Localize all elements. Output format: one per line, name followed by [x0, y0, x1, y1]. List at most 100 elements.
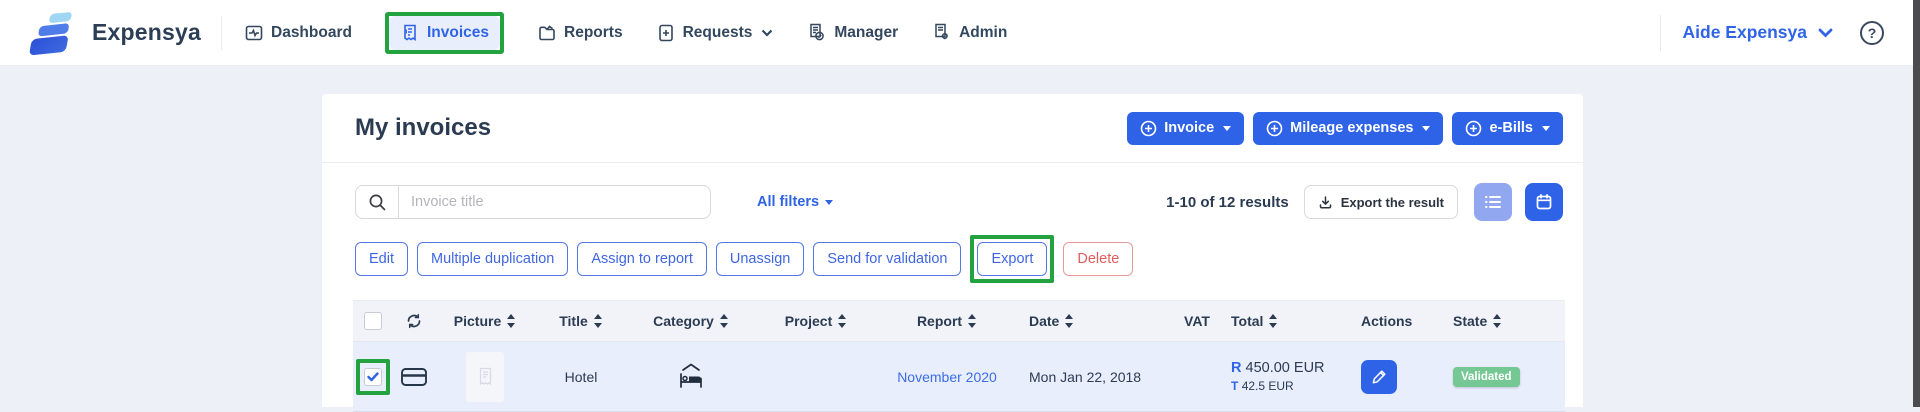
sort-icon [1065, 314, 1074, 328]
nav-divider [1659, 14, 1661, 51]
top-navigation-bar: Expensya Dashboard Invoices Report [0, 0, 1920, 66]
hotel-bed-icon [680, 363, 702, 388]
all-filters-link[interactable]: All filters [757, 194, 834, 210]
column-header-category[interactable]: Category [627, 313, 755, 329]
calendar-view-toggle[interactable] [1525, 183, 1563, 221]
sort-icon [593, 314, 602, 328]
dashboard-icon [245, 25, 263, 40]
requests-icon [658, 24, 673, 41]
sort-icon [1493, 314, 1502, 328]
refresh-icon[interactable] [404, 311, 424, 331]
results-summary: 1-10 of 12 results [1166, 193, 1289, 211]
column-header-project[interactable]: Project [755, 313, 877, 329]
search-icon [356, 186, 399, 218]
delete-button[interactable]: Delete [1063, 242, 1134, 276]
caret-down-icon [1542, 125, 1550, 131]
select-all-cell [353, 312, 393, 330]
row-report-cell: November 2020 [877, 369, 1017, 385]
nav-item-dashboard[interactable]: Dashboard [244, 23, 352, 43]
column-header-vat: VAT [1184, 313, 1210, 329]
edit-button[interactable]: Edit [355, 242, 408, 276]
nav-item-reports[interactable]: Reports [537, 23, 623, 43]
search-input[interactable] [399, 186, 710, 218]
total-prefix: R [1231, 360, 1242, 376]
nav-label: Dashboard [271, 23, 352, 41]
sort-icon [507, 314, 516, 328]
select-all-checkbox[interactable] [364, 312, 382, 330]
plus-circle-icon [1266, 120, 1283, 136]
picture-thumbnail [466, 351, 504, 402]
expensya-logo[interactable]: Expensya [22, 9, 201, 57]
admin-icon [935, 23, 948, 40]
column-header-date[interactable]: Date [1017, 313, 1169, 329]
caret-down-icon [825, 199, 834, 205]
column-header-state[interactable]: State [1453, 313, 1563, 329]
calendar-icon [1536, 193, 1552, 210]
export-result-button[interactable]: Export the result [1303, 185, 1458, 219]
caret-down-icon [1223, 125, 1232, 131]
row-picture-cell[interactable] [435, 351, 535, 402]
add-mileage-expenses-button[interactable]: Mileage expenses [1253, 111, 1444, 145]
column-header-report[interactable]: Report [877, 313, 1017, 329]
refresh-cell [393, 311, 435, 331]
nav-label: Manager [834, 23, 899, 41]
sort-icon [838, 314, 847, 328]
total-amount: 450.00 EUR [1245, 360, 1325, 376]
user-menu[interactable]: Aide Expensya [1683, 22, 1834, 43]
tax-prefix: T [1231, 379, 1239, 393]
assign-to-report-button[interactable]: Assign to report [577, 242, 707, 276]
reports-icon [539, 24, 555, 40]
user-menu-label: Aide Expensya [1682, 22, 1808, 42]
unassign-button[interactable]: Unassign [715, 242, 805, 276]
my-invoices-card: My invoices Invoice Mileage expenses e-B… [322, 94, 1583, 412]
add-ebills-button[interactable]: e-Bills [1452, 111, 1563, 145]
receipt-placeholder-icon [479, 367, 491, 386]
row-edit-button[interactable] [1361, 359, 1397, 394]
view-toggles [1474, 183, 1563, 221]
scrollbar[interactable] [1913, 0, 1920, 407]
brand-name: Expensya [92, 19, 201, 45]
annotation-box-checkbox [356, 358, 390, 395]
nav-item-invoices[interactable]: Invoices [388, 15, 500, 50]
nav-label: Admin [959, 23, 1008, 41]
list-view-toggle[interactable] [1474, 183, 1512, 221]
column-header-picture[interactable]: Picture [435, 313, 535, 329]
column-header-title[interactable]: Title [535, 313, 627, 329]
help-icon[interactable]: ? [1860, 20, 1884, 45]
row-payment-cell [393, 366, 435, 388]
export-button[interactable]: Export [977, 242, 1048, 276]
nav-item-manager[interactable]: Manager [806, 22, 898, 43]
row-category-cell [627, 363, 755, 391]
filter-row: All filters 1-10 of 12 results Export th… [322, 183, 1583, 221]
add-invoice-button[interactable]: Invoice [1127, 111, 1245, 145]
sort-icon [1269, 314, 1278, 328]
nav-item-requests[interactable]: Requests [656, 23, 774, 43]
row-actions-cell [1353, 359, 1453, 394]
download-icon [1319, 195, 1331, 209]
card-header: My invoices Invoice Mileage expenses e-B… [322, 94, 1583, 163]
checkmark-icon [367, 371, 379, 381]
invoices-icon [404, 24, 416, 41]
credit-card-icon [401, 367, 427, 386]
row-total-cell: R 450.00 EUR T 42.5 EUR [1225, 360, 1353, 393]
row-checkbox[interactable] [364, 367, 382, 386]
send-for-validation-button[interactable]: Send for validation [813, 242, 962, 276]
report-link[interactable]: November 2020 [897, 368, 997, 385]
primary-actions: Invoice Mileage expenses e-Bills [1127, 111, 1563, 145]
table-row[interactable]: Hotel November 2020 Mon Jan 22, 2018 [353, 342, 1565, 412]
tax-amount: 42.5 EUR [1241, 379, 1294, 393]
chevron-down-icon [762, 29, 773, 37]
search-box [355, 185, 711, 219]
chevron-down-icon [1818, 28, 1833, 37]
sort-icon [968, 314, 977, 328]
nav-item-admin[interactable]: Admin [931, 22, 1007, 43]
column-header-total[interactable]: Total [1225, 313, 1353, 329]
multiple-duplication-button[interactable]: Multiple duplication [417, 242, 569, 276]
caret-down-icon [1422, 125, 1431, 131]
page-title: My invoices [355, 114, 492, 141]
row-title-cell: Hotel [564, 368, 598, 385]
table-header-row: Picture Title Category Project Report Da… [353, 300, 1565, 342]
row-state-cell: Validated [1453, 366, 1563, 387]
bulk-actions-row: Edit Multiple duplication Assign to repo… [322, 235, 1583, 283]
expensya-logo-icon [22, 9, 82, 57]
